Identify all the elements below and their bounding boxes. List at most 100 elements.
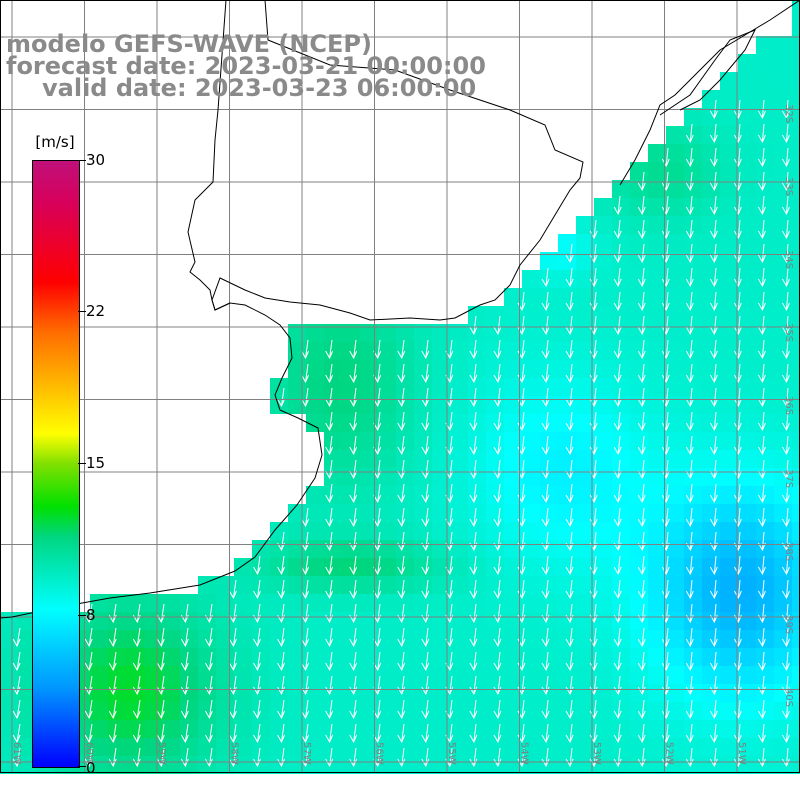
wind-speed-cell [612,612,630,630]
wind-arrow [782,219,790,240]
wind-speed-cell [324,666,342,684]
wind-arrow [565,363,574,384]
wind-arrow [685,579,694,600]
wind-speed-cell [306,414,324,432]
wind-speed-cell [684,234,702,252]
wind-arrow [349,387,358,408]
wind-speed-cell [576,576,594,594]
wind-speed-cell [684,378,702,396]
wind-speed-cell [576,648,594,666]
wind-speed-cell [648,666,666,684]
wind-arrow [565,579,574,600]
wind-arrow [637,699,646,720]
wind-speed-cell [414,540,432,558]
wind-speed-cell [288,522,306,540]
wind-speed-cell [720,144,738,162]
wind-speed-cell [522,756,540,774]
wind-speed-cell [630,594,648,612]
wind-speed-cell [576,270,594,288]
wind-arrow [661,219,670,240]
wind-speed-cell [378,630,396,648]
wind-speed-cell [324,630,342,648]
wind-speed-cell [630,468,648,486]
wind-speed-cell [432,738,450,756]
wind-speed-cell [468,558,486,576]
wind-speed-cell [306,558,324,576]
wind-speed-cell [774,108,792,126]
wind-speed-cell [342,738,360,756]
wind-speed-cell [414,558,432,576]
wind-speed-cell [396,648,414,666]
wind-speed-cell [522,378,540,396]
wind-arrow [541,315,550,336]
wind-arrow [493,699,502,720]
wind-arrow [661,507,670,528]
wind-speed-cell [522,720,540,738]
longitude-label: 55W [446,742,457,765]
wind-speed-cell [414,468,432,486]
wind-speed-cell [522,306,540,324]
wind-speed-cell [540,720,558,738]
wind-arrow [613,699,622,720]
wind-speed-cell [576,378,594,396]
wind-arrow [565,627,574,648]
wind-arrow [661,459,670,480]
wind-arrow [373,459,382,480]
wind-speed-cell [684,306,702,324]
wind-arrow [589,483,598,504]
wind-arrow [84,723,93,744]
wind-speed-cell [450,486,468,504]
wind-speed-cell [774,738,792,756]
wind-arrow [12,723,21,744]
wind-speed-cell [612,180,630,198]
wind-arrow [613,627,622,648]
wind-arrow [277,531,285,552]
wind-arrow [613,507,622,528]
wind-speed-cell [738,162,756,180]
wind-arrow [493,363,502,384]
wind-arrow [637,171,646,192]
wind-speed-cell [648,270,666,288]
wind-speed-cell [288,702,306,720]
wind-arrow [541,579,550,600]
wind-speed-cell [558,522,576,540]
wind-speed-cell [414,414,432,432]
wind-speed-cell [90,702,108,720]
wind-speed-cell [450,522,468,540]
wind-speed-cell [792,576,800,594]
wind-speed-cell [198,594,216,612]
wind-speed-cell [612,234,630,252]
wind-arrow [301,555,310,576]
wind-arrow [685,483,694,504]
wind-speed-cell [270,720,288,738]
wind-arrow [637,219,646,240]
wind-speed-cell [720,162,738,180]
wind-arrow [108,627,117,648]
wind-speed-cell [738,180,756,198]
wind-speed-cell [792,360,800,378]
wind-arrow [373,507,382,528]
wind-speed-cell [720,540,738,558]
wind-arrow [277,723,285,744]
wind-arrow [469,411,478,432]
wind-speed-cell [702,594,720,612]
wind-speed-cell [468,432,486,450]
wind-arrow [277,579,285,600]
wind-speed-cell [18,648,36,666]
wind-speed-cell [594,756,612,774]
wind-speed-cell [270,594,288,612]
wind-speed-cell [414,486,432,504]
wind-speed-cell [522,288,540,306]
wind-speed-cell [324,342,342,360]
wind-arrow [373,579,382,600]
wind-speed-cell [180,594,198,612]
wind-speed-cell [612,288,630,306]
wind-speed-cell [360,684,378,702]
wind-arrow [541,747,550,768]
wind-speed-cell [486,540,504,558]
wind-speed-cell [558,630,576,648]
wind-speed-cell [324,504,342,522]
wind-speed-cell [738,504,756,522]
wind-speed-cell [684,162,702,180]
wind-speed-cell [486,378,504,396]
